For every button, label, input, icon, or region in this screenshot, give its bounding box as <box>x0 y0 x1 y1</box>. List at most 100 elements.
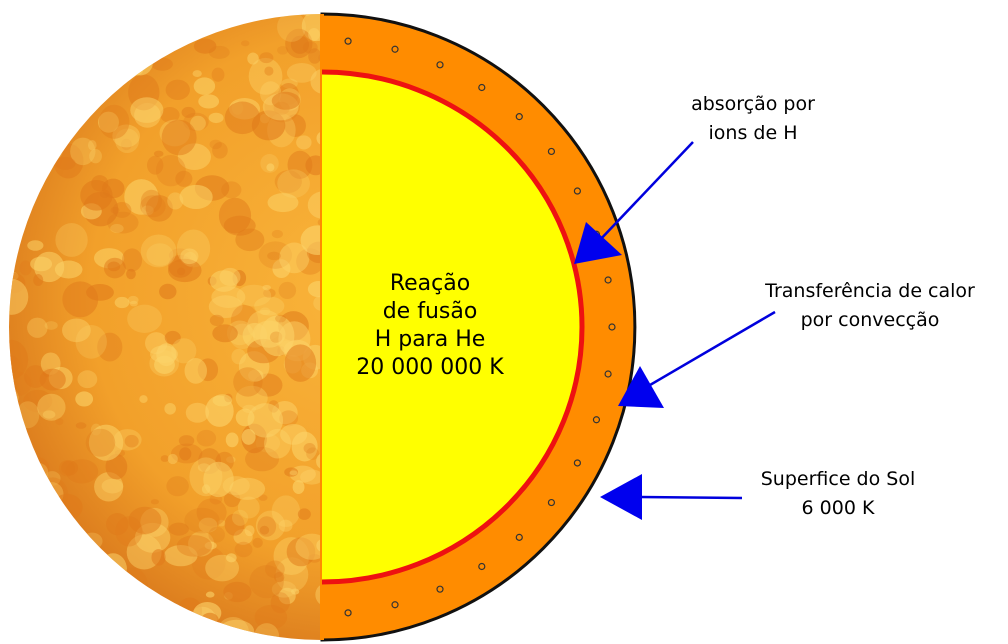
granule <box>39 554 56 574</box>
granule <box>213 394 233 406</box>
granule <box>48 52 64 67</box>
granule <box>194 39 216 54</box>
annotation: Transferência de calor <box>764 280 975 302</box>
granule <box>272 230 283 238</box>
granule <box>55 22 76 36</box>
granule <box>194 77 215 94</box>
granule <box>4 561 36 598</box>
granule <box>110 572 136 598</box>
granule <box>193 70 202 77</box>
granule <box>12 582 42 614</box>
annotation: absorção por <box>691 93 815 115</box>
granule <box>82 533 103 550</box>
granule <box>48 138 62 149</box>
granule <box>264 66 273 75</box>
granule <box>62 603 96 635</box>
arrow <box>600 474 742 520</box>
granule <box>7 575 19 586</box>
granule <box>102 479 124 494</box>
granule <box>151 499 159 504</box>
granule <box>38 576 57 594</box>
core-label: Reação <box>390 271 470 296</box>
granule <box>223 582 251 602</box>
annotation: ions de H <box>709 122 798 144</box>
granule <box>29 148 47 165</box>
granule <box>61 460 78 475</box>
granule <box>91 635 105 644</box>
granule <box>208 527 225 543</box>
granule <box>30 129 50 149</box>
granule <box>20 18 52 48</box>
granule <box>31 586 43 599</box>
granule <box>97 77 108 85</box>
granule <box>55 418 63 425</box>
granule <box>30 144 48 158</box>
granule <box>9 482 40 518</box>
granule <box>16 401 39 428</box>
granule <box>122 610 140 626</box>
granule <box>180 185 213 209</box>
granule <box>40 37 61 51</box>
granule <box>0 134 19 151</box>
granule <box>152 37 165 48</box>
granule <box>152 58 173 71</box>
granule <box>1 361 9 368</box>
granule <box>174 14 206 40</box>
granule <box>235 542 253 557</box>
granule <box>232 510 248 526</box>
granule <box>39 589 61 605</box>
granule <box>89 149 102 163</box>
granule <box>259 52 273 63</box>
granule <box>260 307 270 315</box>
granule <box>219 620 255 644</box>
granule <box>45 613 78 636</box>
granule <box>37 394 65 421</box>
granule <box>161 455 169 462</box>
granule <box>296 135 311 149</box>
granule <box>125 435 139 448</box>
granule <box>0 141 15 157</box>
granule <box>127 305 162 333</box>
granule <box>130 301 138 307</box>
granule <box>86 429 116 457</box>
granule <box>167 192 183 209</box>
granule <box>0 21 16 52</box>
granule <box>3 371 32 396</box>
granule <box>64 80 96 115</box>
granule <box>102 179 124 199</box>
granule <box>166 80 190 100</box>
granule <box>257 516 276 537</box>
granule <box>2 550 29 573</box>
granule <box>75 391 93 406</box>
granule <box>166 476 188 496</box>
granule <box>7 93 17 100</box>
granule <box>287 63 317 83</box>
granule <box>177 535 212 557</box>
granule <box>154 28 175 53</box>
granule <box>88 140 97 150</box>
granule <box>14 64 42 92</box>
granule <box>206 592 215 598</box>
granule <box>212 68 225 82</box>
granule <box>67 554 99 583</box>
granule <box>201 613 219 628</box>
granule <box>7 173 31 193</box>
granule <box>277 46 288 55</box>
annotation: 6 000 K <box>802 497 875 519</box>
granule <box>225 101 260 134</box>
granule <box>241 40 249 46</box>
granule <box>198 94 219 108</box>
granule <box>33 274 43 286</box>
granule <box>168 454 178 464</box>
granule <box>209 113 224 123</box>
granule <box>52 494 83 520</box>
granule <box>140 195 166 217</box>
granule <box>30 257 52 272</box>
granule <box>237 285 272 307</box>
annotation: Superfice do Sol <box>761 468 916 490</box>
granule <box>0 523 17 557</box>
granule <box>291 589 299 595</box>
granule <box>180 248 198 264</box>
granule <box>3 485 31 510</box>
granule <box>203 462 233 497</box>
